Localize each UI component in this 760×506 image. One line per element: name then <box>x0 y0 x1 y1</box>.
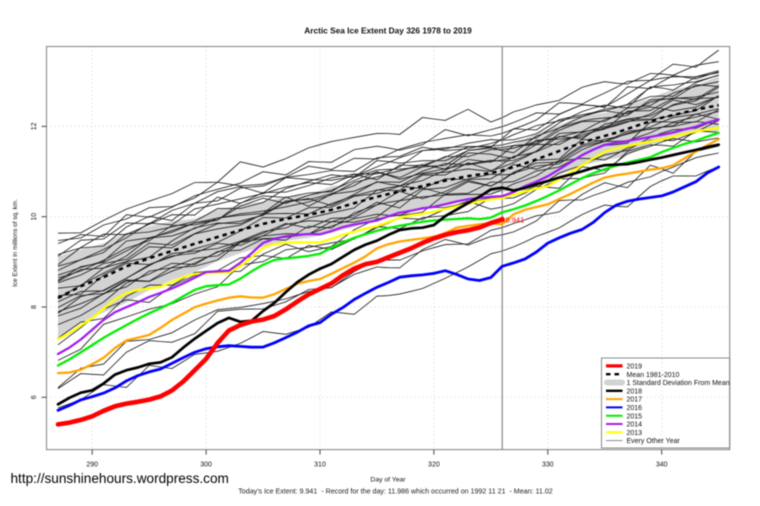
svg-text:300: 300 <box>200 462 212 469</box>
svg-text:Day of Year: Day of Year <box>370 477 406 484</box>
svg-text:2018: 2018 <box>627 388 643 395</box>
svg-text:2016: 2016 <box>627 405 643 412</box>
svg-text:2013: 2013 <box>627 430 643 437</box>
svg-text:8: 8 <box>31 305 38 309</box>
svg-text:340: 340 <box>656 462 668 469</box>
svg-text:http://sunshinehours.wordpress: http://sunshinehours.wordpress.com <box>11 471 229 486</box>
svg-text:1 Standard Deviation From Mean: 1 Standard Deviation From Mean <box>627 380 730 387</box>
svg-text:Every Other Year: Every Other Year <box>627 438 681 445</box>
svg-text:Arctic Sea Ice Extent Day 326: Arctic Sea Ice Extent Day 326 1978 to 20… <box>304 26 472 36</box>
svg-text:2014: 2014 <box>627 422 643 429</box>
svg-text:2017: 2017 <box>627 397 643 404</box>
svg-text:Today's Ice Extent: 9.941 - R: Today's Ice Extent: 9.941 - Record for t… <box>238 488 553 496</box>
svg-text:290: 290 <box>86 462 98 469</box>
svg-text:Ice Extent in millions of sq.: Ice Extent in millions of sq. km. <box>12 199 19 287</box>
svg-text:320: 320 <box>428 462 440 469</box>
svg-text:10: 10 <box>31 213 38 221</box>
svg-text:310: 310 <box>314 462 326 469</box>
svg-text:2015: 2015 <box>627 413 643 420</box>
svg-text:9.941: 9.941 <box>506 215 525 224</box>
svg-text:2019: 2019 <box>627 364 643 371</box>
svg-text:6: 6 <box>31 395 38 399</box>
svg-text:330: 330 <box>542 462 554 469</box>
svg-text:Mean 1981-2010: Mean 1981-2010 <box>627 372 680 379</box>
svg-text:12: 12 <box>31 122 38 130</box>
